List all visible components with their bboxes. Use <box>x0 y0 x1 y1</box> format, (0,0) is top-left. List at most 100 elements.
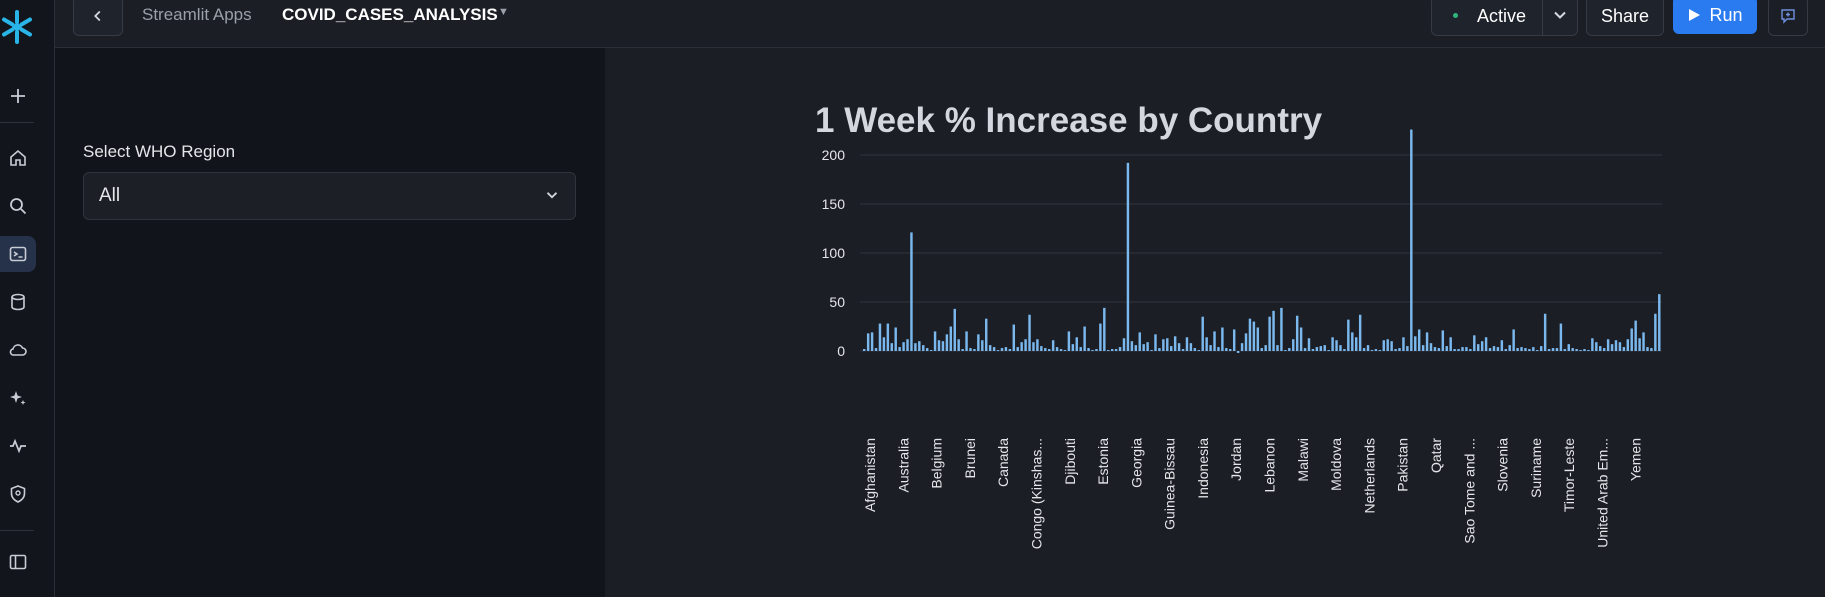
bar[interactable] <box>969 348 972 351</box>
bar[interactable] <box>1118 347 1122 351</box>
bar[interactable] <box>1331 337 1334 351</box>
bar[interactable] <box>1134 345 1138 351</box>
bar[interactable] <box>1433 347 1437 351</box>
admin-shield-icon[interactable] <box>0 476 36 512</box>
bar[interactable] <box>874 348 878 351</box>
bar[interactable] <box>961 349 964 351</box>
bar[interactable] <box>1563 349 1567 351</box>
bar[interactable] <box>949 326 953 352</box>
bar[interactable] <box>1252 321 1256 351</box>
bar[interactable] <box>1323 345 1326 351</box>
bar[interactable] <box>1173 336 1177 351</box>
bar[interactable] <box>1347 319 1350 351</box>
bar[interactable] <box>902 342 905 351</box>
bar[interactable] <box>1229 349 1232 351</box>
bar[interactable] <box>1295 315 1299 351</box>
bar[interactable] <box>1583 349 1586 351</box>
bar[interactable] <box>1587 350 1590 352</box>
bar[interactable] <box>1366 345 1370 351</box>
bar[interactable] <box>1394 349 1397 351</box>
bar[interactable] <box>1075 337 1078 351</box>
bar[interactable] <box>1473 335 1476 351</box>
bar[interactable] <box>1020 342 1023 351</box>
bar[interactable] <box>1551 348 1555 351</box>
ai-sparkle-icon[interactable] <box>0 380 36 416</box>
bar[interactable] <box>1110 349 1114 351</box>
bar[interactable] <box>1343 349 1346 351</box>
bar[interactable] <box>1268 316 1271 351</box>
create-icon[interactable] <box>0 78 36 114</box>
bar[interactable] <box>1449 337 1452 351</box>
activity-icon[interactable] <box>0 428 36 464</box>
bar[interactable] <box>1047 349 1051 351</box>
bar[interactable] <box>1429 343 1433 351</box>
bar[interactable] <box>1276 345 1279 351</box>
bar[interactable] <box>1477 344 1480 351</box>
bar[interactable] <box>1488 348 1492 351</box>
bar[interactable] <box>1339 345 1342 351</box>
bar[interactable] <box>1437 348 1441 351</box>
bar[interactable] <box>1327 350 1330 352</box>
bar[interactable] <box>1071 344 1075 351</box>
bar[interactable] <box>918 341 921 351</box>
bar[interactable] <box>1185 337 1189 351</box>
bar[interactable] <box>1303 348 1307 351</box>
share-button[interactable]: Share <box>1586 0 1664 36</box>
bar[interactable] <box>1402 337 1405 351</box>
breadcrumb-streamlit-apps[interactable]: Streamlit Apps <box>142 5 252 24</box>
bar[interactable] <box>977 334 980 351</box>
bar[interactable] <box>953 308 956 351</box>
bar[interactable] <box>870 332 874 351</box>
bar[interactable] <box>1461 347 1464 351</box>
bar[interactable] <box>1504 349 1507 351</box>
bar[interactable] <box>1166 338 1169 351</box>
bar[interactable] <box>1004 347 1008 351</box>
bar[interactable] <box>882 337 886 351</box>
bar[interactable] <box>1213 331 1216 351</box>
bar[interactable] <box>1351 332 1354 351</box>
bar[interactable] <box>1130 341 1134 351</box>
bar[interactable] <box>1421 345 1425 351</box>
bar[interactable] <box>1539 346 1543 351</box>
bar[interactable] <box>1524 348 1527 351</box>
back-button[interactable] <box>73 0 123 36</box>
bar[interactable] <box>1547 349 1551 351</box>
bar[interactable] <box>1319 346 1323 351</box>
bar[interactable] <box>1158 348 1161 351</box>
bar[interactable] <box>1571 348 1574 351</box>
status-label[interactable]: Active <box>1477 6 1527 26</box>
bar[interactable] <box>1453 349 1456 351</box>
bar[interactable] <box>1000 348 1004 351</box>
bar[interactable] <box>1516 348 1519 351</box>
bar[interactable] <box>1122 338 1126 351</box>
bar[interactable] <box>1099 323 1102 351</box>
bar[interactable] <box>1051 340 1055 351</box>
caret-down-icon[interactable]: ▼ <box>498 6 509 18</box>
bar[interactable] <box>1197 350 1200 352</box>
cloud-icon[interactable] <box>0 332 36 368</box>
bar[interactable] <box>981 340 984 351</box>
bar[interactable] <box>1528 349 1531 351</box>
bar[interactable] <box>996 350 1000 352</box>
bar[interactable] <box>866 333 870 351</box>
bar[interactable] <box>910 232 913 351</box>
bar[interactable] <box>1083 326 1086 352</box>
bar[interactable] <box>1272 310 1275 351</box>
bar[interactable] <box>906 339 909 351</box>
bar[interactable] <box>1622 347 1626 351</box>
bar[interactable] <box>1055 347 1059 351</box>
bar[interactable] <box>1217 347 1220 351</box>
bar[interactable] <box>1040 346 1043 351</box>
bar[interactable] <box>929 350 933 352</box>
bar[interactable] <box>1457 349 1460 351</box>
bar[interactable] <box>1417 329 1421 351</box>
bar[interactable] <box>1614 340 1618 351</box>
bar[interactable] <box>1591 338 1594 351</box>
bar[interactable] <box>898 347 901 351</box>
bar[interactable] <box>1232 329 1236 351</box>
bar[interactable] <box>1170 346 1173 351</box>
bar[interactable] <box>1445 346 1448 351</box>
bar[interactable] <box>1602 348 1606 351</box>
bar[interactable] <box>1370 350 1374 352</box>
bar[interactable] <box>1087 348 1090 351</box>
